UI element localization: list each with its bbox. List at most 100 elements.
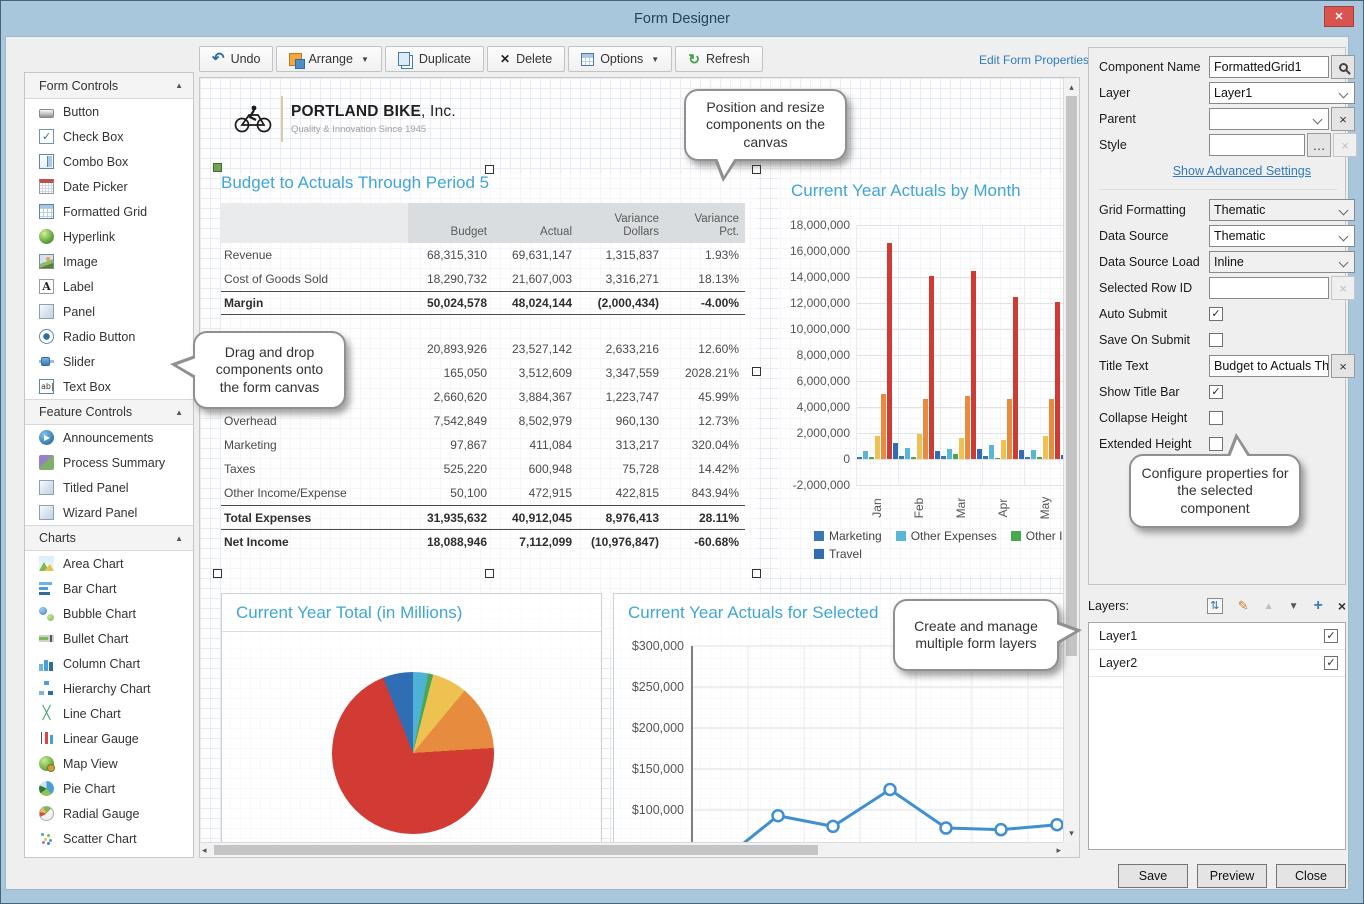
- selected-row-id-field[interactable]: [1209, 277, 1329, 299]
- selection-handle-bottom-mid[interactable]: [485, 569, 494, 578]
- selection-handle-bottom-left[interactable]: [213, 569, 222, 578]
- toolbar-button-delete[interactable]: ✕ Delete: [487, 46, 566, 72]
- bar-chart-title: Current Year Actuals by Month: [791, 181, 1021, 200]
- toolbar-button-undo[interactable]: ↶ Undo: [199, 46, 274, 72]
- toolbar-button-duplicate[interactable]: Duplicate: [384, 46, 484, 72]
- scroll-up-icon[interactable]: ▴: [1069, 82, 1074, 92]
- sidebar-item-titled-panel[interactable]: Titled Panel: [25, 475, 193, 500]
- scroll-right-icon[interactable]: ▸: [1056, 845, 1061, 855]
- add-layer-icon[interactable]: +: [1313, 597, 1323, 614]
- sidebar-item-linear-gauge[interactable]: Linear Gauge: [25, 726, 193, 751]
- parent-dropdown[interactable]: [1209, 108, 1329, 130]
- preview-button[interactable]: Preview: [1197, 864, 1267, 888]
- sidebar-item-check-box[interactable]: Check Box: [25, 124, 193, 149]
- scroll-down-icon[interactable]: ▾: [1069, 828, 1074, 838]
- edit-form-properties-link[interactable]: Edit Form Properties: [979, 53, 1090, 67]
- search-button[interactable]: [1331, 55, 1355, 79]
- table-row: Margin 50,024,578 48,024,144 (2,000,434) -4.…: [221, 291, 745, 315]
- toolbar-button-refresh[interactable]: ↻ Refresh: [675, 46, 763, 72]
- sidebar-item-label[interactable]: Label: [25, 274, 193, 299]
- sidebar-item-map-view[interactable]: Map View: [25, 751, 193, 776]
- table-cell: 97,867: [450, 438, 487, 452]
- sidebar-item-formatted-grid[interactable]: Formatted Grid: [25, 199, 193, 224]
- close-button[interactable]: ✕: [1324, 6, 1354, 27]
- sidebar-item-text-box[interactable]: Text Box: [25, 374, 193, 399]
- save-on-submit-checkbox[interactable]: [1209, 333, 1223, 347]
- sidebar-item-bubble-chart[interactable]: Bubble Chart: [25, 601, 193, 626]
- pie-chart-component[interactable]: Current Year Total (in Millions): [221, 593, 602, 853]
- sidebar-item-hierarchy-chart[interactable]: Hierarchy Chart: [25, 676, 193, 701]
- delete-layer-icon[interactable]: ×: [1337, 598, 1346, 614]
- vertical-scroll-thumb[interactable]: [1066, 96, 1077, 656]
- sidebar-item-line-chart[interactable]: Line Chart: [25, 701, 193, 726]
- clear-button[interactable]: ×: [1331, 354, 1355, 378]
- sidebar-item-bullet-chart[interactable]: Bullet Chart: [25, 626, 193, 651]
- select-layer-icon[interactable]: ⇅: [1206, 598, 1223, 614]
- sidebar-item-date-picker[interactable]: Date Picker: [25, 174, 193, 199]
- selection-handle-mid-right[interactable]: [752, 367, 761, 376]
- data-source-dropdown[interactable]: Thematic: [1209, 225, 1355, 247]
- horizontal-scroll-thumb[interactable]: [214, 845, 818, 855]
- layer-dropdown[interactable]: Layer1: [1209, 82, 1355, 104]
- selection-handle-top-right[interactable]: [752, 165, 761, 174]
- scroll-left-icon[interactable]: ◂: [202, 845, 207, 855]
- sidebar-item-slider[interactable]: Slider: [25, 349, 193, 374]
- layer-visible-checkbox[interactable]: ✓: [1324, 629, 1338, 643]
- sidebar-item-announcements[interactable]: Announcements: [25, 425, 193, 450]
- sidebar-item-panel[interactable]: Panel: [25, 299, 193, 324]
- show-advanced-settings-link[interactable]: Show Advanced Settings: [1172, 164, 1311, 178]
- data-source-load-dropdown[interactable]: Inline: [1209, 251, 1355, 273]
- clear-button[interactable]: ×: [1331, 107, 1355, 131]
- bar-xtick-label: Jan: [870, 498, 884, 518]
- toolbar-button-options[interactable]: Options ▼: [568, 46, 673, 72]
- sidebar-item-pie-chart[interactable]: Pie Chart: [25, 776, 193, 801]
- sidebar-item-button[interactable]: Button: [25, 99, 193, 124]
- section-header-feature-controls[interactable]: Feature Controls ▲: [25, 399, 193, 425]
- sidebar-item-radial-gauge[interactable]: Radial Gauge: [25, 801, 193, 826]
- layer-row-layer2[interactable]: Layer2 ✓: [1089, 650, 1345, 677]
- sidebar-item-image[interactable]: Image: [25, 249, 193, 274]
- bar-chart-component[interactable]: Current Year Actuals by Month 18,000,000…: [778, 173, 1078, 575]
- sidebar-item-wizard-panel[interactable]: Wizard Panel: [25, 500, 193, 525]
- sidebar-item-bar-chart[interactable]: Bar Chart: [25, 576, 193, 601]
- layer-row-layer1[interactable]: Layer1 ✓: [1089, 623, 1345, 650]
- section-header-form-controls[interactable]: Form Controls ▲: [25, 73, 193, 99]
- save-button[interactable]: Save: [1118, 864, 1188, 888]
- collapse-height-checkbox[interactable]: [1209, 411, 1223, 425]
- toolbar-button-arrange[interactable]: Arrange ▼: [276, 46, 382, 72]
- sidebar-item-column-chart[interactable]: Column Chart: [25, 651, 193, 676]
- table-cell: 18,290,732: [426, 272, 487, 286]
- bar-other-expenses: [1031, 449, 1036, 459]
- section-header-charts[interactable]: Charts ▲: [25, 525, 193, 551]
- canvas-vertical-scrollbar[interactable]: ▴ ▾: [1063, 78, 1079, 842]
- selection-handle-bottom-right[interactable]: [752, 569, 761, 578]
- sidebar-item-area-chart[interactable]: Area Chart: [25, 551, 193, 576]
- sidebar-item-combo-box[interactable]: Combo Box: [25, 149, 193, 174]
- style-picker-button[interactable]: …: [1307, 133, 1331, 157]
- layer-visible-checkbox[interactable]: ✓: [1324, 656, 1338, 670]
- move-up-icon[interactable]: ▲: [1263, 600, 1274, 612]
- sidebar-item-label: Line Chart: [63, 706, 121, 721]
- grid-formatting-dropdown[interactable]: Thematic: [1209, 199, 1355, 221]
- close-button-footer[interactable]: Close: [1276, 864, 1346, 888]
- sidebar-item-scatter-chart[interactable]: Scatter Chart: [25, 826, 193, 851]
- logo-image-component[interactable]: PORTLAND BIKE, Inc. Quality & Innovation…: [233, 96, 456, 142]
- component-name-field[interactable]: FormattedGrid1: [1209, 56, 1329, 78]
- property-row-selected-row-id: Selected Row ID ×: [1099, 276, 1355, 300]
- form-canvas[interactable]: PORTLAND BIKE, Inc. Quality & Innovation…: [199, 77, 1080, 858]
- auto-submit-checkbox[interactable]: ✓: [1209, 307, 1223, 321]
- rename-layer-icon[interactable]: ✎: [1237, 598, 1249, 613]
- sidebar-item-process-summary[interactable]: Process Summary: [25, 450, 193, 475]
- move-down-icon[interactable]: ▼: [1288, 600, 1299, 612]
- show-title-bar-checkbox[interactable]: ✓: [1209, 385, 1223, 399]
- title-text-field[interactable]: Budget to Actuals Through Period 5: [1209, 355, 1329, 377]
- sidebar-item-label: Date Picker: [63, 179, 128, 194]
- style-field[interactable]: [1209, 134, 1305, 156]
- sidebar-item-radio-button[interactable]: Radio Button: [25, 324, 193, 349]
- selection-handle-top-left[interactable]: [213, 163, 222, 172]
- extended-height-checkbox[interactable]: [1209, 437, 1223, 451]
- selection-handle-top-mid[interactable]: [485, 165, 494, 174]
- sidebar-item-hyperlink[interactable]: Hyperlink: [25, 224, 193, 249]
- canvas-horizontal-scrollbar[interactable]: ◂ ▸: [200, 842, 1063, 857]
